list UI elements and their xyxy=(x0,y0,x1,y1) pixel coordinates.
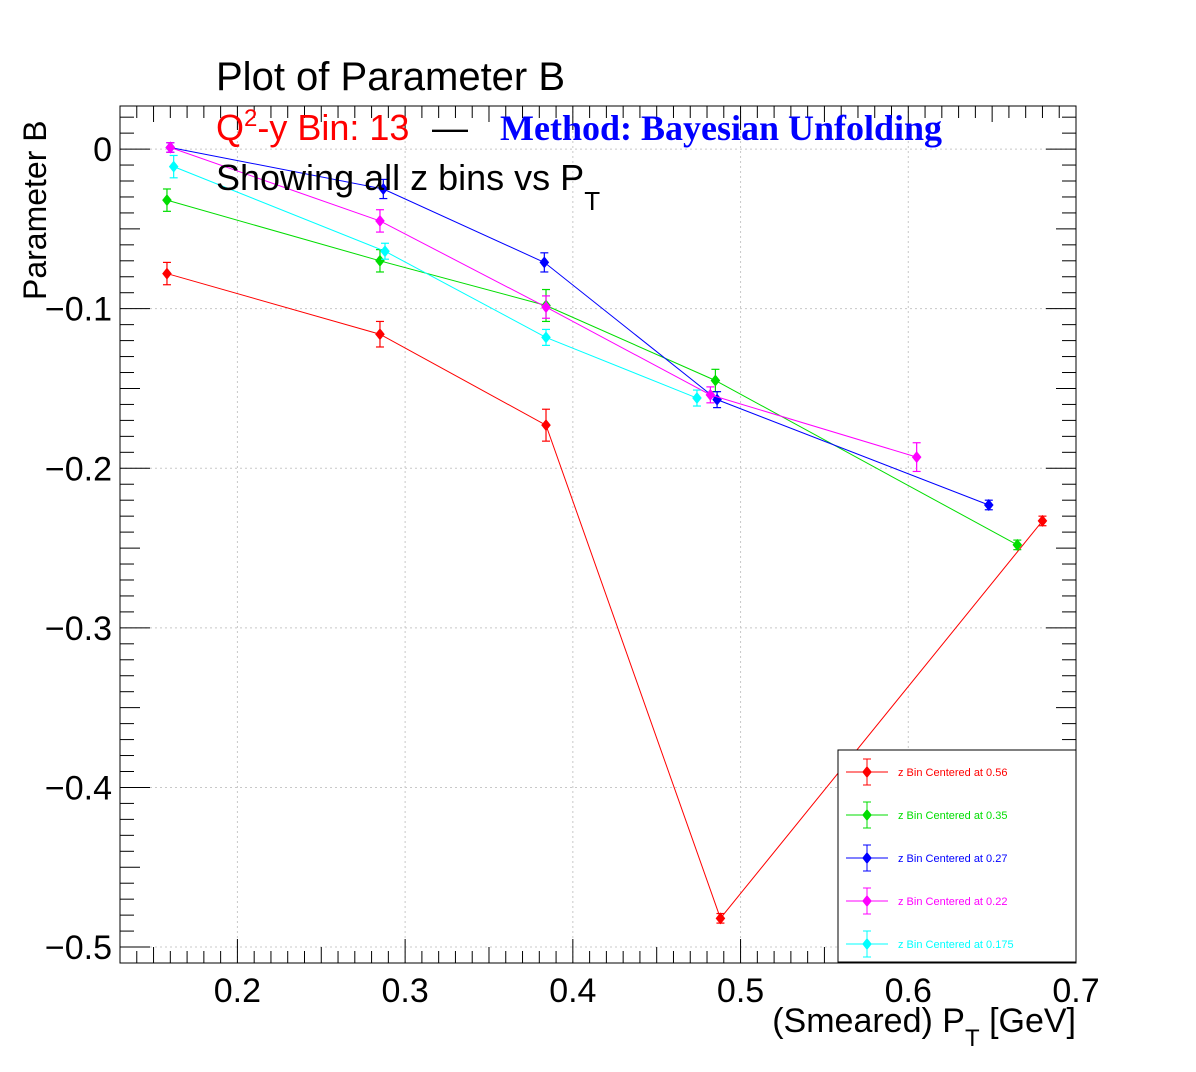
title-dash: — xyxy=(432,107,468,148)
data-point xyxy=(378,182,389,195)
data-point xyxy=(710,374,721,387)
series-5 xyxy=(168,154,702,407)
data-point xyxy=(541,419,551,432)
x-tick-label: 0.4 xyxy=(549,972,596,1010)
data-point xyxy=(692,392,702,405)
y-tick-label: −0.1 xyxy=(45,291,112,329)
chart-title: Plot of Parameter B xyxy=(216,55,565,99)
y-tick-label: −0.3 xyxy=(45,610,112,648)
series-line xyxy=(166,199,1018,546)
data-point xyxy=(983,498,994,511)
y-tick-label: −0.2 xyxy=(45,450,112,488)
legend-label: z Bin Centered at 0.27 xyxy=(898,853,1007,865)
series-layer xyxy=(162,141,1048,925)
legend-label: z Bin Centered at 0.56 xyxy=(898,767,1007,779)
data-point xyxy=(539,256,550,269)
x-tick-label: 0.7 xyxy=(1052,972,1099,1010)
data-point xyxy=(375,214,385,227)
data-point xyxy=(541,331,551,344)
data-point xyxy=(911,451,922,464)
legend-item: z Bin Centered at 0.27 xyxy=(846,844,1007,872)
legend-item: z Bin Centered at 0.22 xyxy=(846,887,1007,915)
legend-marker xyxy=(862,852,872,864)
legend-marker xyxy=(862,809,872,821)
data-point xyxy=(162,194,172,207)
series-4 xyxy=(165,141,922,473)
series-line xyxy=(170,147,989,506)
legend-label: z Bin Centered at 0.175 xyxy=(898,939,1014,951)
legend-item: z Bin Centered at 0.175 xyxy=(846,930,1014,958)
legend-item: z Bin Centered at 0.56 xyxy=(846,758,1007,786)
data-point xyxy=(1037,514,1048,527)
y-tick-label: 0 xyxy=(93,131,112,169)
x-tick-label: 0.6 xyxy=(885,972,932,1010)
y-tick-labels: 0 −0.1 −0.2 −0.3 −0.4 −0.5 xyxy=(45,131,112,967)
y-axis-label: Parameter B xyxy=(17,120,53,300)
legend-label: z Bin Centered at 0.35 xyxy=(898,810,1007,822)
q2-bin-label: Q2-y Bin: 13 xyxy=(216,105,409,148)
data-point xyxy=(375,254,385,267)
data-point xyxy=(1012,538,1023,551)
plot-frame xyxy=(119,105,1077,964)
legend-label: z Bin Centered at 0.22 xyxy=(898,896,1007,908)
legend-marker xyxy=(862,766,872,778)
data-point xyxy=(380,245,390,258)
data-point xyxy=(712,393,722,406)
x-axis-label: (Smeared) PT [GeV] xyxy=(772,1002,1076,1052)
legend-box xyxy=(837,749,1077,963)
method-label: Method: Bayesian Unfolding xyxy=(500,108,942,148)
showing-label: Showing all z bins vs PT xyxy=(216,157,600,216)
y-tick-label: −0.4 xyxy=(45,769,112,807)
data-point xyxy=(375,328,385,341)
series-2 xyxy=(162,188,1023,551)
x-tick-label: 0.2 xyxy=(214,972,261,1010)
legend-item: z Bin Centered at 0.35 xyxy=(846,801,1007,829)
data-point xyxy=(168,160,179,173)
legend-marker xyxy=(862,938,872,950)
data-point xyxy=(165,141,176,154)
x-tick-labels: 0.2 0.3 0.4 0.5 0.6 0.7 xyxy=(214,972,1100,1010)
data-point xyxy=(162,267,172,280)
data-point xyxy=(541,301,551,314)
legend-marker xyxy=(862,895,872,907)
x-tick-label: 0.5 xyxy=(717,972,764,1010)
series-1 xyxy=(162,261,1048,925)
legend: z Bin Centered at 0.56 z Bin Centered at … xyxy=(846,758,1014,958)
x-tick-label: 0.3 xyxy=(381,972,428,1010)
y-tick-label: −0.5 xyxy=(45,929,112,967)
data-point xyxy=(705,388,716,401)
data-point xyxy=(715,912,726,925)
series-line xyxy=(173,166,698,399)
